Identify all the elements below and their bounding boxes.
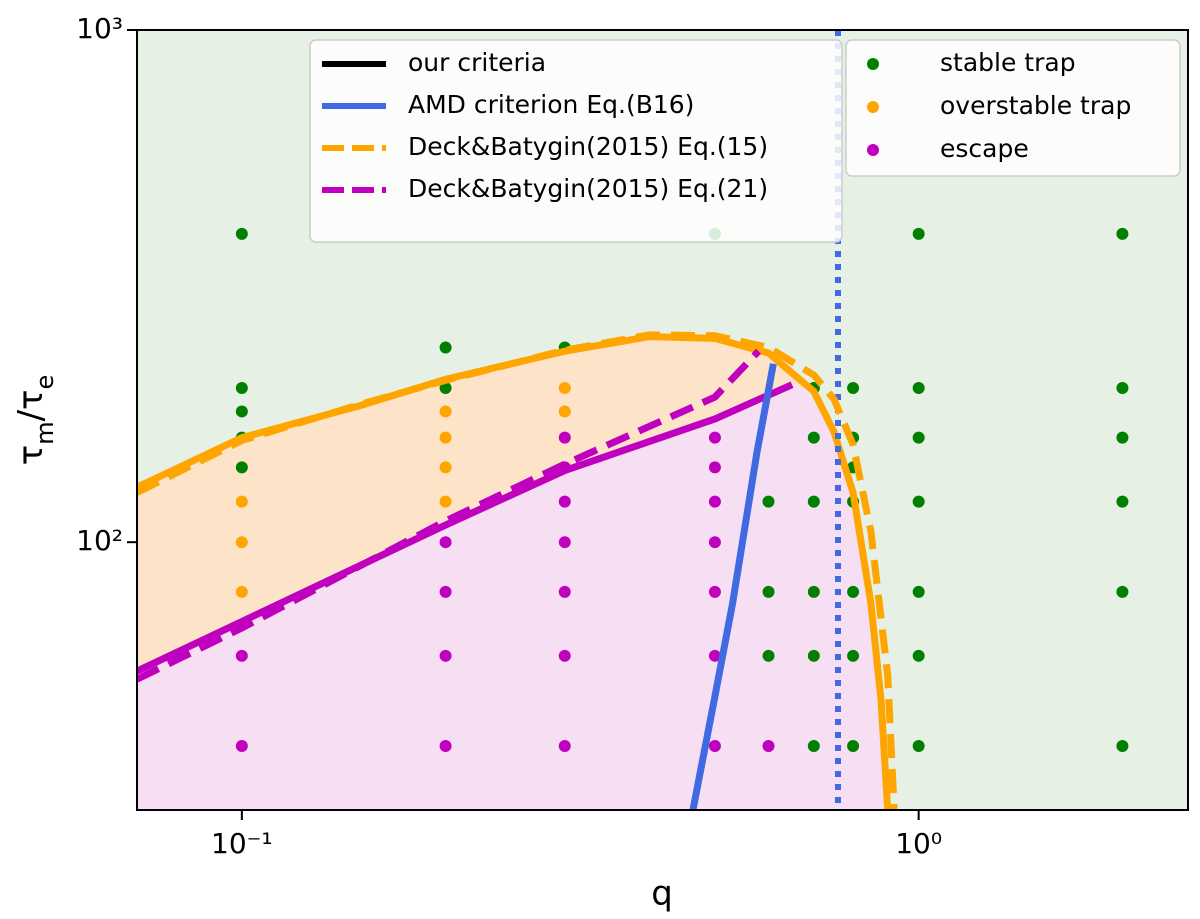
- point: [762, 649, 775, 662]
- point: [1116, 382, 1129, 395]
- point: [235, 405, 248, 418]
- legend-label: our criteria: [408, 48, 546, 77]
- point: [439, 740, 452, 753]
- y-axis-label: τm/τe: [11, 375, 60, 466]
- legend-box: [309, 39, 843, 243]
- point: [558, 536, 571, 549]
- point: [439, 341, 452, 354]
- point: [912, 495, 925, 508]
- y-label-part: /τ: [11, 389, 51, 421]
- point: [708, 431, 721, 444]
- x-axis-label: q: [651, 874, 673, 914]
- legend-label: Deck&Batygin(2015) Eq.(15): [408, 132, 768, 161]
- point: [708, 740, 721, 753]
- curve: [689, 363, 777, 810]
- point: [807, 649, 820, 662]
- point: [847, 740, 860, 753]
- point: [1116, 431, 1129, 444]
- point: [558, 585, 571, 598]
- point: [708, 585, 721, 598]
- point: [1116, 495, 1129, 508]
- point: [708, 649, 721, 662]
- legend-label: stable trap: [940, 48, 1076, 77]
- point: [235, 495, 248, 508]
- legend: our criteria AMD criterion Eq.(B16) Deck&B…: [309, 39, 1181, 243]
- point: [439, 536, 452, 549]
- legend-marker: [867, 101, 879, 113]
- y-label-part: m: [31, 421, 59, 444]
- point: [235, 227, 248, 240]
- x-tick-label: 10⁰: [895, 827, 942, 860]
- point: [439, 649, 452, 662]
- point: [762, 585, 775, 598]
- y-label-part: e: [31, 375, 59, 390]
- point: [439, 431, 452, 444]
- point: [558, 495, 571, 508]
- point: [708, 461, 721, 474]
- point: [558, 431, 571, 444]
- point: [847, 649, 860, 662]
- legend-marker: [867, 144, 879, 156]
- point: [1116, 227, 1129, 240]
- point: [439, 495, 452, 508]
- curve: [137, 381, 794, 675]
- point: [762, 495, 775, 508]
- y-tick-label: 10²: [76, 524, 123, 557]
- point: [708, 536, 721, 549]
- escape-region: [137, 384, 888, 810]
- legend-box: [845, 39, 1181, 177]
- legend-label: AMD criterion Eq.(B16): [408, 90, 694, 119]
- point: [708, 495, 721, 508]
- point: [912, 382, 925, 395]
- point: [439, 405, 452, 418]
- point: [847, 585, 860, 598]
- curve: [137, 331, 898, 810]
- point: [235, 740, 248, 753]
- point: [807, 431, 820, 444]
- point: [807, 495, 820, 508]
- point: [235, 649, 248, 662]
- point: [912, 431, 925, 444]
- point: [558, 405, 571, 418]
- plot-frame: [136, 29, 1189, 811]
- legend-label: overstable trap: [940, 91, 1131, 120]
- axes: 10⁻¹ 10⁰ 10² 10³: [76, 12, 942, 860]
- regions: [137, 336, 888, 810]
- legend-label: Deck&Batygin(2015) Eq.(21): [408, 174, 768, 203]
- point: [235, 461, 248, 474]
- point: [1116, 585, 1129, 598]
- point: [912, 227, 925, 240]
- point: [807, 585, 820, 598]
- point: [912, 740, 925, 753]
- legend-label: escape: [940, 134, 1029, 163]
- point: [847, 382, 860, 395]
- point: [762, 740, 775, 753]
- point: [235, 585, 248, 598]
- legend-marker: [867, 58, 879, 70]
- point: [439, 382, 452, 395]
- x-tick-label: 10⁻¹: [211, 827, 273, 860]
- point: [439, 461, 452, 474]
- y-label-part: τ: [11, 445, 51, 465]
- point: [235, 382, 248, 395]
- point: [235, 536, 248, 549]
- y-tick-label: 10³: [76, 12, 123, 45]
- point: [558, 649, 571, 662]
- point: [912, 649, 925, 662]
- point: [558, 382, 571, 395]
- curve: [137, 348, 762, 683]
- point: [1116, 740, 1129, 753]
- point: [558, 740, 571, 753]
- point: [912, 585, 925, 598]
- point: [807, 740, 820, 753]
- point: [439, 585, 452, 598]
